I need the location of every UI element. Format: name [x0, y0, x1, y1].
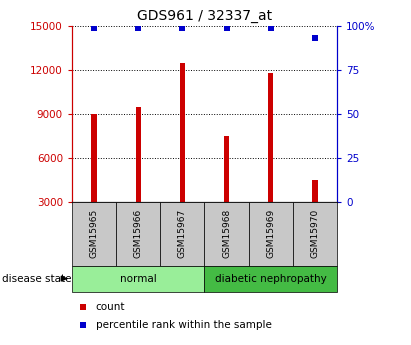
Text: GSM15968: GSM15968 [222, 209, 231, 258]
Text: GSM15969: GSM15969 [266, 209, 275, 258]
Title: GDS961 / 32337_at: GDS961 / 32337_at [137, 9, 272, 23]
Point [79, 304, 86, 309]
Bar [180, 62, 185, 202]
Text: percentile rank within the sample: percentile rank within the sample [96, 320, 272, 330]
Text: GSM15970: GSM15970 [310, 209, 319, 258]
Text: count: count [96, 302, 125, 312]
Bar [293, 202, 337, 266]
Point [268, 25, 274, 30]
Text: disease state: disease state [2, 274, 72, 284]
Point [135, 25, 141, 30]
Bar [72, 266, 205, 292]
Text: GSM15966: GSM15966 [134, 209, 143, 258]
Text: normal: normal [120, 274, 157, 284]
Bar [312, 180, 318, 202]
Text: diabetic nephropathy: diabetic nephropathy [215, 274, 327, 284]
Bar [268, 73, 273, 202]
Text: GSM15967: GSM15967 [178, 209, 187, 258]
Point [312, 36, 318, 41]
Point [179, 25, 186, 30]
Bar [224, 136, 229, 202]
Bar [136, 107, 141, 202]
Bar [205, 266, 337, 292]
Text: GSM15965: GSM15965 [90, 209, 99, 258]
Point [91, 25, 97, 30]
Bar [160, 202, 205, 266]
Bar [91, 114, 97, 202]
Point [223, 25, 230, 30]
Bar [72, 202, 116, 266]
Bar [116, 202, 160, 266]
Bar [249, 202, 293, 266]
Point [79, 322, 86, 327]
Bar [205, 202, 249, 266]
